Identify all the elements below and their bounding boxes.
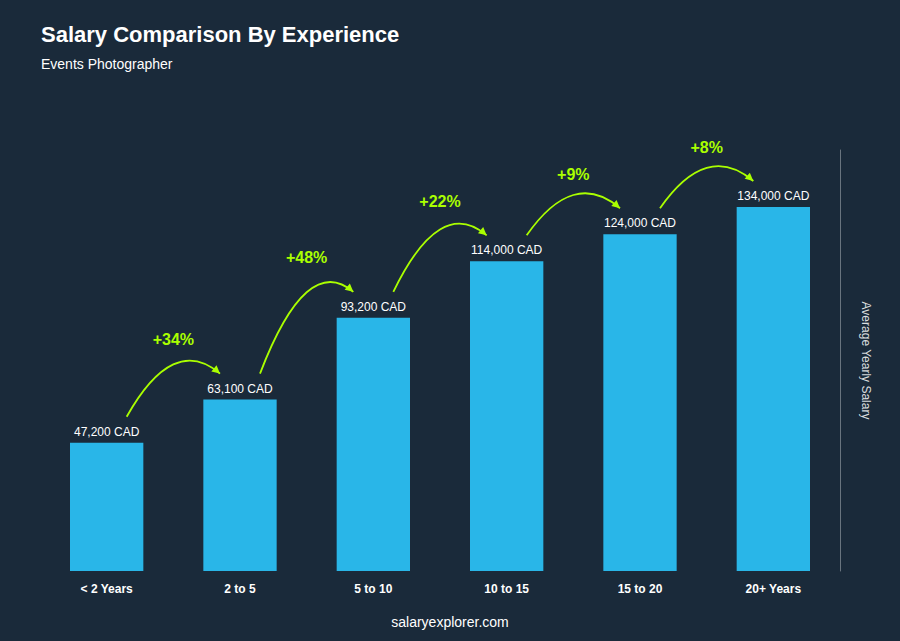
svg-text:63,100 CAD: 63,100 CAD: [207, 382, 273, 396]
svg-text:+48%: +48%: [286, 249, 327, 266]
svg-text:Salary Comparison By Experienc: Salary Comparison By Experience: [41, 22, 399, 47]
svg-text:5 to 10: 5 to 10: [354, 582, 392, 596]
svg-text:20+ Years: 20+ Years: [746, 582, 802, 596]
svg-text:10 to 15: 10 to 15: [484, 582, 529, 596]
svg-text:+9%: +9%: [557, 166, 589, 183]
svg-text:15 to 20: 15 to 20: [618, 582, 663, 596]
svg-text:124,000 CAD: 124,000 CAD: [604, 216, 676, 230]
svg-text:47,200 CAD: 47,200 CAD: [74, 425, 140, 439]
svg-text:+34%: +34%: [153, 331, 194, 348]
svg-text:114,000 CAD: 114,000 CAD: [471, 243, 542, 257]
svg-text:Average Yearly Salary: Average Yearly Salary: [859, 302, 873, 420]
svg-text:93,200 CAD: 93,200 CAD: [341, 300, 407, 314]
svg-text:+22%: +22%: [419, 193, 460, 210]
svg-text:2 to 5: 2 to 5: [224, 582, 256, 596]
svg-text:Events Photographer: Events Photographer: [41, 56, 173, 72]
svg-text:< 2 Years: < 2 Years: [81, 582, 133, 596]
svg-text:134,000 CAD: 134,000 CAD: [737, 189, 809, 203]
svg-text:+8%: +8%: [690, 139, 722, 156]
svg-text:salaryexplorer.com: salaryexplorer.com: [391, 614, 509, 630]
